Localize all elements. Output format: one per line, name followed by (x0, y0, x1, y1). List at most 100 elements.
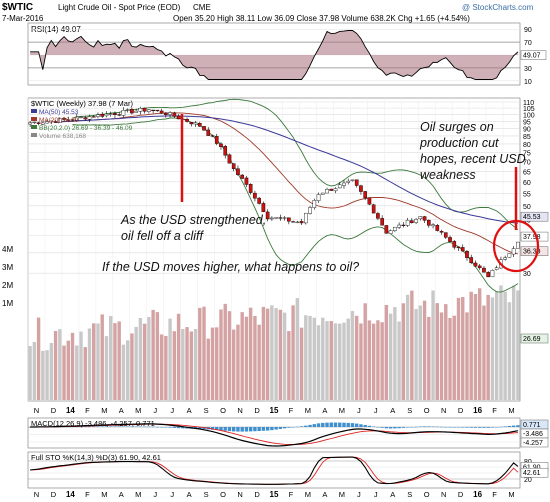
candle-body (66, 119, 71, 121)
candle-body (426, 219, 431, 226)
volume-bar (465, 312, 469, 400)
macd-histogram-bar (308, 424, 312, 427)
macd-histogram-bar (261, 427, 266, 431)
volume-bar (367, 320, 372, 400)
candle-body (83, 117, 88, 120)
macd-histogram-bar (147, 426, 151, 428)
volume-bar (58, 329, 62, 400)
candle-body (320, 192, 325, 195)
candle-body (274, 217, 278, 219)
candle-body (197, 123, 202, 127)
volume-bar (138, 318, 143, 400)
candle-body (439, 231, 444, 233)
candle-body (465, 251, 469, 258)
macd-histogram-bar (397, 427, 401, 429)
x-axis-label: S (407, 406, 412, 415)
ma50-badge-box (520, 211, 549, 222)
macd-histogram-bar (490, 427, 495, 428)
macd-histogram-bar (355, 423, 359, 427)
candle-body (363, 191, 368, 199)
candle-body (393, 226, 397, 231)
candle-body (108, 113, 113, 115)
x-axis-label-bottom: J (374, 490, 378, 499)
macd-histogram-bar (92, 426, 96, 427)
macd-histogram-bar (367, 425, 372, 427)
volume-bar (490, 297, 495, 400)
chart-header: $WTIC Light Crude Oil - Spot Price (EOD)… (2, 2, 534, 23)
volume-bar (130, 333, 134, 400)
volume-bar (291, 305, 295, 400)
volume-bar (210, 327, 215, 400)
watermark: @ StockCharts.com (462, 3, 534, 12)
candle-body (282, 217, 287, 219)
candle-body (333, 188, 338, 192)
candle-body (159, 110, 164, 114)
volume-bar (202, 306, 206, 400)
macd-histogram-bar (125, 426, 130, 427)
candle-body (53, 121, 58, 123)
macd-histogram-bar (486, 427, 490, 428)
volume-bar (257, 324, 261, 400)
x-axis-label: A (187, 406, 192, 415)
candle-body (142, 107, 147, 112)
volume-bar (278, 309, 283, 400)
candle-body (346, 180, 351, 183)
macd-histogram-bar (142, 426, 147, 428)
x-axis-label: F (492, 406, 497, 415)
volume-bar (219, 309, 223, 400)
candle-body (130, 109, 134, 114)
macd-histogram-bar (253, 427, 257, 432)
macd-histogram-bar (172, 427, 177, 428)
candle-body (193, 122, 198, 125)
volume-bar (244, 316, 249, 400)
candle-body (261, 203, 266, 212)
volume-bar (388, 313, 393, 400)
ohlc-stats: Open 35.20 High 38.11 Low 36.09 Close 37… (173, 14, 470, 23)
x-axis-label: J (170, 406, 174, 415)
volume-bar (452, 315, 456, 400)
volume-bar (325, 321, 329, 400)
macd-histogram-bar (448, 427, 452, 428)
volume-bar (329, 321, 333, 400)
macd-histogram-bar (469, 427, 473, 428)
volume-bar (147, 316, 151, 400)
macd-histogram-bar (236, 427, 240, 432)
volume-bar (304, 315, 308, 400)
volume-tick-label: 4M (2, 245, 13, 254)
volume-bar (248, 307, 253, 400)
candle-body (507, 253, 512, 258)
macd-histogram-bar (219, 427, 223, 431)
x-axis-label: N (441, 406, 446, 415)
volume-bar (87, 328, 92, 400)
macd-histogram-bar (359, 424, 363, 427)
macd-histogram-bar (456, 427, 461, 428)
volume-bar (333, 323, 338, 400)
macd-histogram-bar (312, 424, 316, 427)
macd-histogram-bar (274, 427, 278, 430)
x-axis-label-bottom: N (441, 490, 446, 499)
volume-bar (236, 324, 240, 400)
candle-body (278, 217, 283, 219)
volume-tick-label: 3M (2, 263, 13, 272)
volume-bar (66, 340, 70, 400)
volume-bar (62, 345, 66, 400)
x-axis-label-bottom: O (220, 490, 226, 499)
x-axis-label-bottom: M (508, 490, 514, 499)
macd-histogram-bar (452, 427, 456, 428)
x-axis-label: 15 (270, 406, 279, 415)
candle-body (270, 217, 274, 220)
volume-bar (28, 346, 32, 400)
volume-bar (499, 285, 503, 400)
macd-histogram-bar (380, 427, 384, 428)
candle-body (482, 267, 486, 273)
macd-histogram-bar (414, 426, 418, 428)
candle-body (113, 113, 117, 115)
candle-body (405, 220, 410, 226)
macd-histogram-bar (159, 427, 164, 428)
x-axis-label: N (237, 406, 242, 415)
candle-body (312, 200, 317, 208)
sto-badge: 42.61 (523, 470, 541, 477)
exchange: CME (193, 3, 211, 12)
x-axis-label: F (289, 406, 294, 415)
candle-body (359, 185, 363, 192)
